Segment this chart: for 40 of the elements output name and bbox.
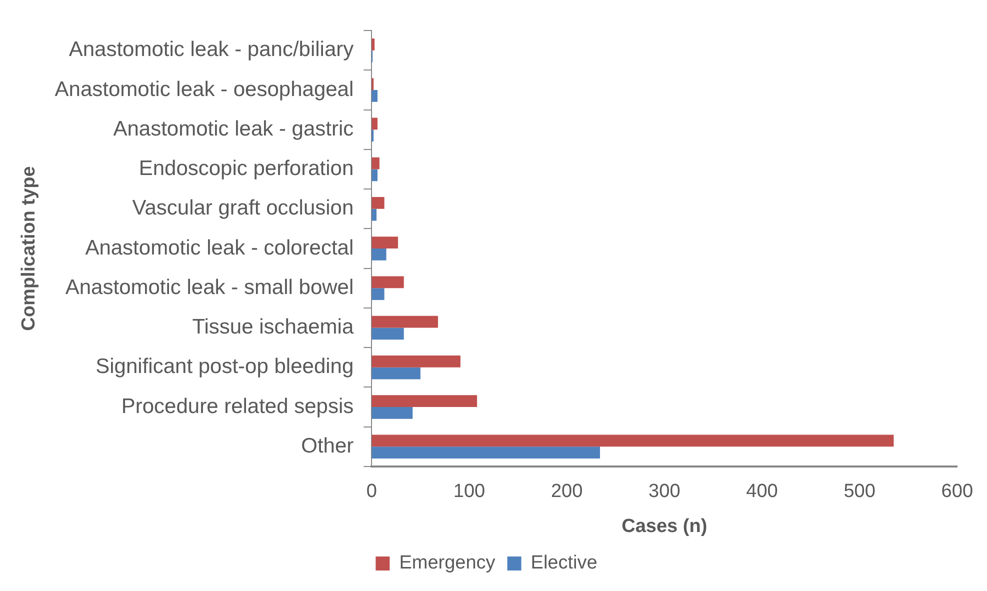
y-tick-label: Endoscopic perforation [138, 157, 354, 180]
bar [372, 316, 438, 328]
bar [372, 118, 378, 130]
x-tick-label: 100 [453, 481, 486, 502]
y-tick-label: Tissue ischaemia [192, 316, 354, 339]
x-tick-label: 200 [550, 481, 583, 502]
bar [372, 90, 378, 102]
legend-label: Emergency [399, 552, 496, 574]
bar [372, 355, 460, 368]
bar [372, 276, 404, 288]
x-tick-label: 300 [648, 481, 680, 502]
bar [372, 236, 398, 248]
y-tick-label: Other [301, 434, 354, 458]
bar [372, 367, 420, 380]
bar [372, 406, 413, 419]
bar [372, 434, 894, 447]
y-tick-label: Anastomotic leak - panc/biliary [68, 38, 354, 62]
x-tick-label: 400 [746, 481, 778, 502]
bar [372, 157, 380, 170]
x-tick-label: 0 [366, 481, 377, 502]
bar [372, 395, 478, 407]
x-axis-title: Cases (n) [622, 516, 708, 537]
bar [372, 328, 404, 340]
y-tick-label: Anastomotic leak - small bowel [65, 276, 354, 299]
y-tick-label: Anastomotic leak - colorectal [85, 236, 354, 260]
bar [372, 196, 384, 209]
x-tick-label: 500 [844, 481, 876, 502]
y-tick-label: Vascular graft occlusion [132, 196, 354, 220]
y-tick-label: Procedure related sepsis [121, 394, 354, 418]
y-tick-label: Anastomotic leak - gastric [113, 117, 354, 140]
x-tick-label: 600 [941, 481, 973, 502]
legend-label: Elective [530, 552, 598, 574]
y-axis-title: Complication type [18, 166, 40, 331]
bar [372, 288, 384, 300]
bar [372, 248, 386, 260]
y-tick-label: Anastomotic leak - oesophageal [54, 78, 354, 101]
bar [372, 446, 600, 458]
bar [372, 169, 378, 182]
y-tick-label: Significant post-op bleeding [96, 355, 354, 378]
bar [372, 208, 377, 221]
